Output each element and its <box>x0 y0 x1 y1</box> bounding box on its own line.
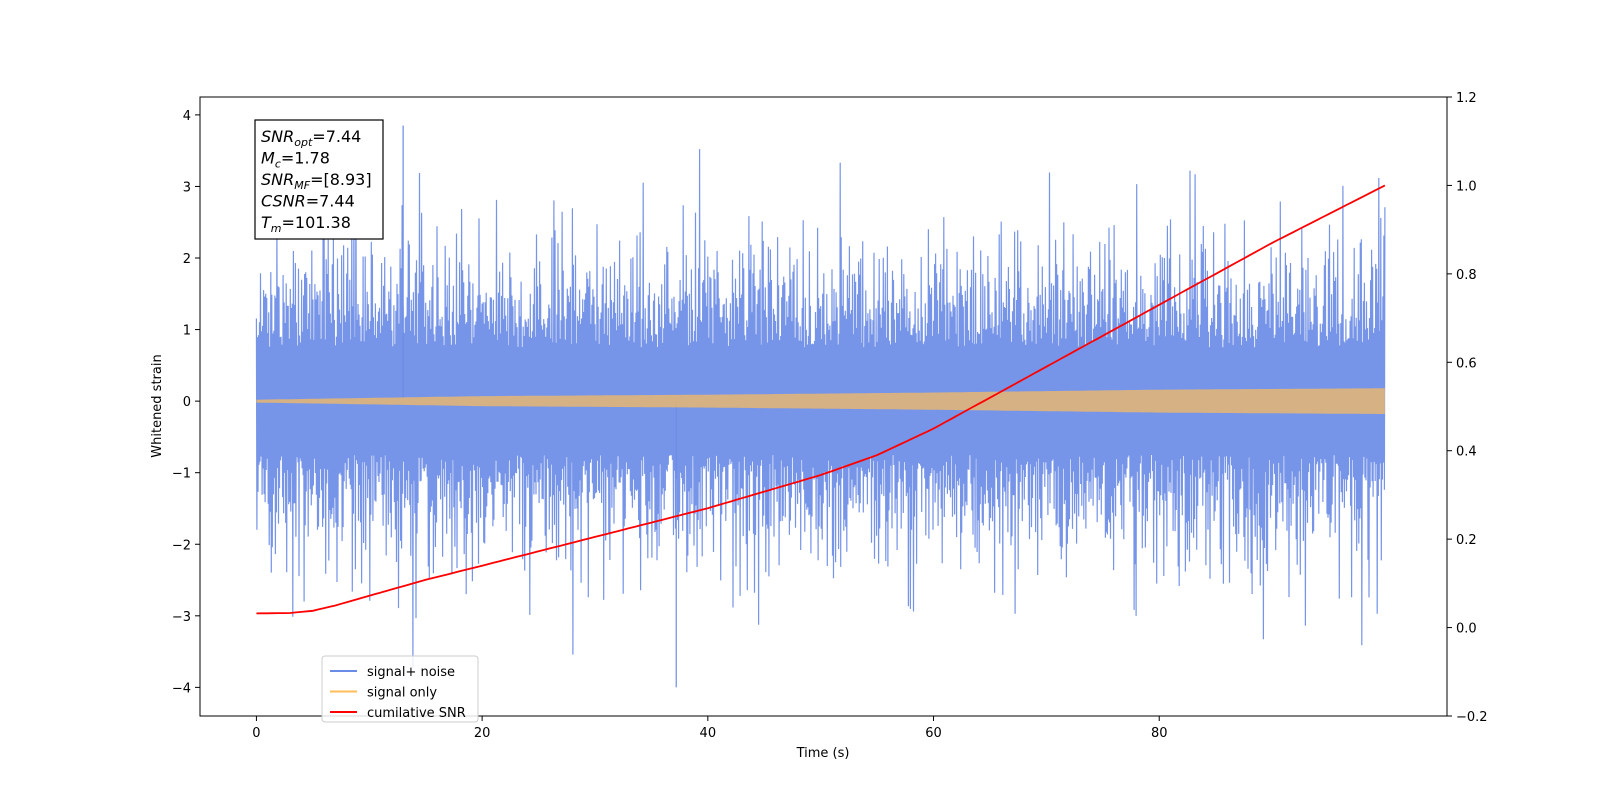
legend-label: cumilative SNR <box>367 706 466 721</box>
info-line: SNRopt=7.44 <box>261 127 361 149</box>
x-axis: 0 20 40 60 80 <box>252 716 1168 741</box>
y-tick-label: −3 <box>172 610 191 625</box>
y-axis-right: −0.2 0.0 0.2 0.4 0.6 0.8 1.0 1.2 <box>1447 91 1488 725</box>
legend-label: signal+ noise <box>367 665 455 680</box>
x-tick-label: 20 <box>474 726 491 741</box>
y-tick-label: −4 <box>172 681 191 696</box>
info-line: CSNR=7.44 <box>261 192 355 211</box>
signal-series <box>256 388 1385 414</box>
y2-tick-label: 0.6 <box>1456 356 1477 371</box>
legend: signal+ noise signal only cumilative SNR <box>321 655 479 723</box>
noise-trace <box>255 142 1386 668</box>
y2-tick-label: 1.2 <box>1456 91 1477 106</box>
y2-tick-label: 0.0 <box>1456 622 1477 637</box>
snr-line <box>256 184 1386 615</box>
x-tick-label: 80 <box>1151 726 1168 741</box>
x-tick-label: 60 <box>925 726 942 741</box>
x-tick-label: 40 <box>700 726 717 741</box>
y-axis-label: Whitened strain <box>150 354 165 457</box>
y-tick-label: 2 <box>183 252 191 267</box>
x-tick-label: 0 <box>252 726 260 741</box>
legend-label: signal only <box>367 686 437 701</box>
x-axis-label: Time (s) <box>796 746 850 761</box>
y-tick-label: 4 <box>183 109 191 124</box>
y-tick-label: −2 <box>172 538 191 553</box>
y-tick-label: 1 <box>183 324 191 339</box>
y2-tick-label: 0.8 <box>1456 268 1477 283</box>
y-axis-left: −4 −3 −2 −1 0 1 2 3 4 <box>172 109 200 696</box>
legend-frame <box>321 655 479 723</box>
plot-frame <box>199 96 1448 717</box>
cumulative-snr-series <box>256 184 1386 615</box>
y2-tick-label: 0.2 <box>1456 533 1477 548</box>
info-box-frame <box>254 119 384 240</box>
signal-band <box>256 388 1385 414</box>
info-line: SNRMF=[8.93] <box>261 170 372 192</box>
noise-series <box>255 125 1386 688</box>
y2-tick-label: 0.4 <box>1456 445 1477 460</box>
y-tick-label: 3 <box>183 180 191 195</box>
plot-area <box>255 125 1386 688</box>
y2-tick-label: −0.2 <box>1456 710 1488 725</box>
info-line: Mc=1.78 <box>261 149 330 171</box>
y2-tick-label: 1.0 <box>1456 179 1477 194</box>
info-line: Tm=101.38 <box>261 213 351 235</box>
y-tick-label: 0 <box>183 395 191 410</box>
y-tick-label: −1 <box>172 467 191 482</box>
